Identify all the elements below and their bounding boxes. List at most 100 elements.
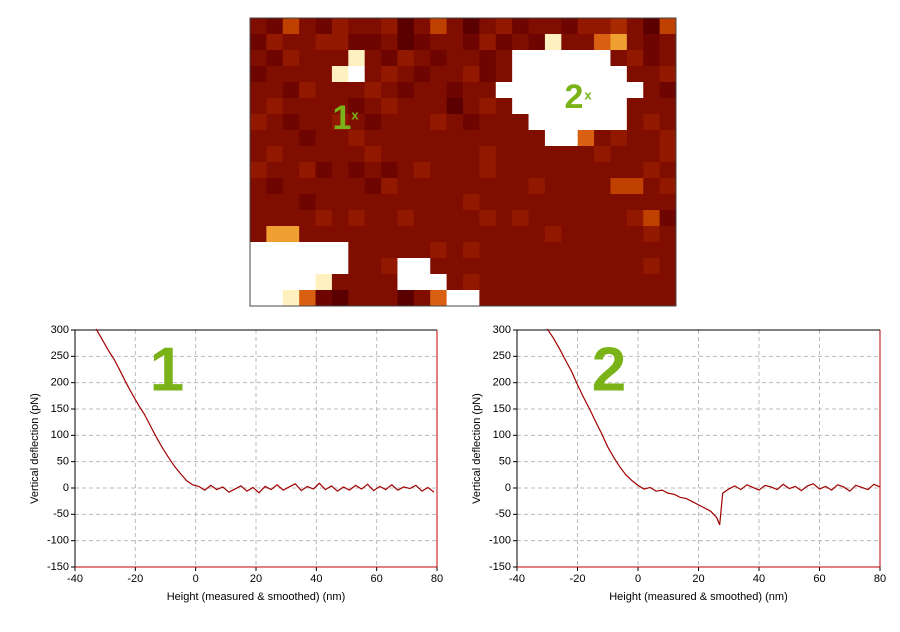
heatmap-cell [528, 194, 546, 211]
heatmap-cell [463, 210, 480, 227]
heatmap-cell [430, 274, 448, 291]
heatmap-cell [315, 194, 333, 211]
x-axis-label: Height (measured & smoothed) (nm) [609, 591, 788, 603]
heatmap-cell [364, 18, 382, 35]
heatmap-cell [594, 18, 611, 35]
heatmap-cell [528, 50, 546, 67]
heatmap-cell [544, 82, 562, 99]
heatmap-cell [413, 178, 431, 195]
heatmap-cell [413, 242, 431, 259]
heatmap-cell [397, 114, 415, 131]
heatmap-cell [463, 242, 480, 259]
heatmap-cell [626, 50, 644, 67]
heatmap-cell [250, 258, 267, 275]
heatmap-cell [512, 194, 530, 211]
heatmap-cell [610, 146, 628, 163]
heatmap-cell [413, 34, 431, 51]
y-tick-label: 250 [51, 350, 69, 362]
heatmap-cell [397, 82, 415, 99]
heatmap-cell [610, 82, 628, 99]
heatmap-cell [299, 290, 317, 307]
heatmap-cell [495, 130, 513, 147]
heatmap-cell [561, 18, 579, 35]
heatmap-cell [348, 242, 366, 259]
heatmap-cell [594, 50, 611, 67]
heatmap-cell [659, 18, 677, 35]
heatmap-cell [315, 66, 333, 83]
heatmap-cell [266, 34, 284, 51]
heatmap-cell [495, 290, 513, 307]
heatmap-cell [659, 258, 677, 275]
heatmap-cell [577, 258, 595, 275]
heatmap-cell [299, 18, 317, 35]
heatmap-cell [266, 50, 284, 67]
heatmap-cell [430, 34, 448, 51]
heatmap-cell [266, 274, 284, 291]
heatmap-cell [299, 226, 317, 243]
heatmap-cell [364, 226, 382, 243]
heatmap-cell [250, 226, 267, 243]
heatmap-cell [528, 242, 546, 259]
heatmap-cell [413, 226, 431, 243]
heatmap-cell [430, 130, 448, 147]
heatmap-cell [315, 34, 333, 51]
heatmap-cell [479, 242, 497, 259]
map-annotation: 1 [333, 99, 352, 137]
y-tick-label: 100 [493, 429, 511, 441]
heatmap-cell [594, 226, 611, 243]
heatmap-cell [331, 34, 349, 51]
heatmap-cell [250, 178, 267, 195]
heatmap-cell [381, 146, 398, 163]
heatmap-cell [479, 290, 497, 307]
heatmap-cell [266, 130, 284, 147]
heatmap-cell [266, 258, 284, 275]
heatmap-cell [446, 162, 464, 179]
heatmap-cell [643, 162, 661, 179]
heatmap-cell [315, 226, 333, 243]
heatmap-cell [463, 258, 480, 275]
heatmap-cell [544, 242, 562, 259]
heatmap-cell [512, 162, 530, 179]
heatmap-cell [643, 194, 661, 211]
heatmap-cell [266, 82, 284, 99]
heatmap-cell [381, 98, 398, 115]
heatmap-cell [528, 18, 546, 35]
heatmap-cell [430, 210, 448, 227]
heatmap-cell [446, 290, 464, 307]
x-tick-label: 40 [753, 573, 765, 585]
heatmap-cell [643, 274, 661, 291]
heatmap-cell [364, 82, 382, 99]
heatmap-cell [528, 162, 546, 179]
heatmap-cell [315, 114, 333, 131]
heatmap-cell [495, 146, 513, 163]
heatmap-cell [479, 210, 497, 227]
heatmap-cell [479, 18, 497, 35]
heatmap-cell [659, 146, 677, 163]
heatmap-cell [364, 98, 382, 115]
heatmap-cell [463, 290, 480, 307]
heatmap-cell [561, 178, 579, 195]
heatmap-cell [446, 242, 464, 259]
heatmap-cell [348, 146, 366, 163]
heatmap-cell [413, 98, 431, 115]
heatmap-cell [561, 258, 579, 275]
heatmap-cell [348, 258, 366, 275]
heatmap-cell [282, 226, 300, 243]
heatmap-cell [577, 114, 595, 131]
heatmap-cell [364, 178, 382, 195]
map-annotation: x [351, 107, 359, 122]
heatmap-cell [577, 98, 595, 115]
heatmap-cell [626, 146, 644, 163]
heatmap-cell [594, 210, 611, 227]
heatmap-cell [561, 226, 579, 243]
heatmap-cell [577, 18, 595, 35]
heatmap-cell [266, 226, 284, 243]
heatmap-cell [610, 50, 628, 67]
heatmap-cell [626, 98, 644, 115]
heatmap-cell [512, 274, 530, 291]
y-tick-label: -50 [495, 508, 511, 520]
heatmap-cell [282, 242, 300, 259]
heatmap-cell [544, 114, 562, 131]
heatmap-cell [381, 114, 398, 131]
